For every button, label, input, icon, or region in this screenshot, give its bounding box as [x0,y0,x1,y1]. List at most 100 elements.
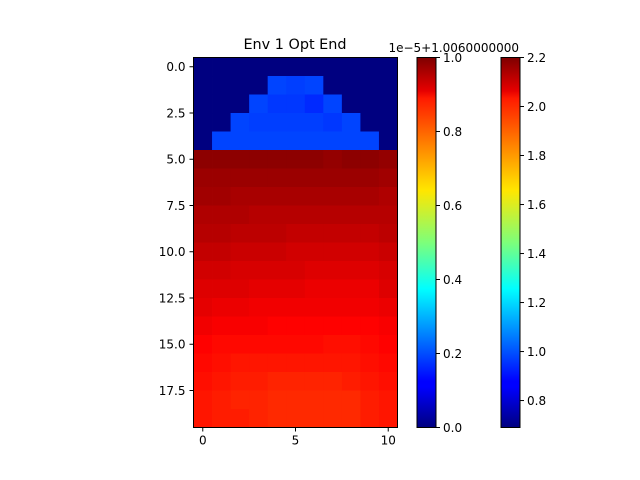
heatmap-cell [193,279,213,299]
heatmap-cell [341,187,361,206]
heatmap-cell [193,187,213,206]
heatmap-cell [341,335,361,354]
heatmap-cell [286,187,306,206]
heatmap-cell [249,261,269,280]
colorbar-2: 0.8 1.0 1.2 1.4 1.6 1.8 2.0 2.2 [500,51,546,428]
heatmap-cell [230,372,250,391]
colorbar-tick-label: 1.8 [527,149,546,163]
colorbar-1-frame [416,57,437,428]
heatmap-cell [378,131,398,151]
heatmap-cell [323,372,343,391]
heatmap-cell [230,113,250,132]
heatmap-cell [304,335,324,354]
heatmap-cell [378,316,398,336]
heatmap-cell [323,335,343,354]
heatmap-cell [249,150,269,169]
heatmap-cell [249,390,269,410]
heatmap-cell [378,224,398,243]
heatmap-x-ticks: 0 5 10 [199,427,396,448]
heatmap-cell [267,187,287,206]
heatmap-cell [360,150,380,169]
heatmap-cell [378,187,398,206]
heatmap-cell [230,131,250,151]
heatmap-cell [360,409,380,428]
colorbar-2-frame [500,57,521,428]
colorbar-tick-label: 1.0 [443,51,462,65]
colorbar-tick-label: 0.8 [527,394,546,408]
heatmap-cell [267,335,287,354]
heatmap-cell [323,298,343,317]
heatmap-cell [212,57,231,77]
heatmap-cell [360,94,380,114]
heatmap-cell [360,335,380,354]
heatmap-cell [249,168,269,188]
heatmap-cell [341,279,361,299]
y-tick-label: 2.5 [166,106,185,120]
heatmap-cell [267,316,287,336]
heatmap-cell [304,205,324,225]
heatmap-cell [323,353,343,373]
heatmap-cell [249,298,269,317]
heatmap-cell [193,224,213,243]
heatmap-cell [286,57,306,77]
heatmap-cell [341,261,361,280]
heatmap-cell [193,353,213,373]
chart-title: Env 1 Opt End [243,37,346,53]
heatmap-cell [378,372,398,391]
heatmap-cell [230,57,250,77]
heatmap-cell [286,316,306,336]
heatmap-cell [286,279,306,299]
heatmap-cell [212,94,231,114]
heatmap-y-ticks: 0.0 2.5 5.0 7.5 10.0 12.5 15.0 17.5 [159,60,194,398]
heatmap-cell [249,76,269,95]
colorbar-tick-label: 2.0 [527,100,546,114]
heatmap-cell [286,224,306,243]
y-tick-label: 10.0 [159,245,186,259]
y-tick-label: 12.5 [159,291,186,305]
heatmap-cell [323,187,343,206]
heatmap-cell [193,298,213,317]
heatmap-cell [341,76,361,95]
heatmap-cell [323,279,343,299]
heatmap-cell [378,335,398,354]
heatmap-cell [249,131,269,151]
heatmap-cell [249,113,269,132]
heatmap-cell [286,94,306,114]
heatmap-cell [286,76,306,95]
heatmap-cell [212,316,231,336]
colorbar-tick-label: 1.6 [527,198,546,212]
heatmap-cell [286,205,306,225]
colorbar-2-gradient [501,57,520,428]
x-tick-label: 10 [381,434,396,448]
heatmap-cell [193,261,213,280]
heatmap-cell [360,316,380,336]
heatmap-cell [304,224,324,243]
heatmap-cell [193,94,213,114]
heatmap-cell [304,150,324,169]
heatmap-cell [249,205,269,225]
heatmap-cell [304,76,324,95]
heatmap-cell [212,279,231,299]
heatmap-cell [304,298,324,317]
heatmap-cell [323,113,343,132]
heatmap-cell [378,242,398,262]
heatmap-cell [193,150,213,169]
heatmap-cell [267,94,287,114]
heatmap-cell [341,168,361,188]
heatmap-cell [230,76,250,95]
heatmap-cell [230,224,250,243]
heatmap-cell [267,150,287,169]
heatmap-cell [341,372,361,391]
heatmap-cell [193,372,213,391]
heatmap-cell [249,316,269,336]
heatmap-cell [193,205,213,225]
heatmap-cell [286,409,306,428]
heatmap-cell [230,335,250,354]
heatmap-cell [193,390,213,410]
heatmap-cell [323,390,343,410]
heatmap-cell [341,131,361,151]
heatmap-cell [249,279,269,299]
heatmap-cell [323,224,343,243]
heatmap-cell [230,261,250,280]
heatmap-cell [212,242,231,262]
